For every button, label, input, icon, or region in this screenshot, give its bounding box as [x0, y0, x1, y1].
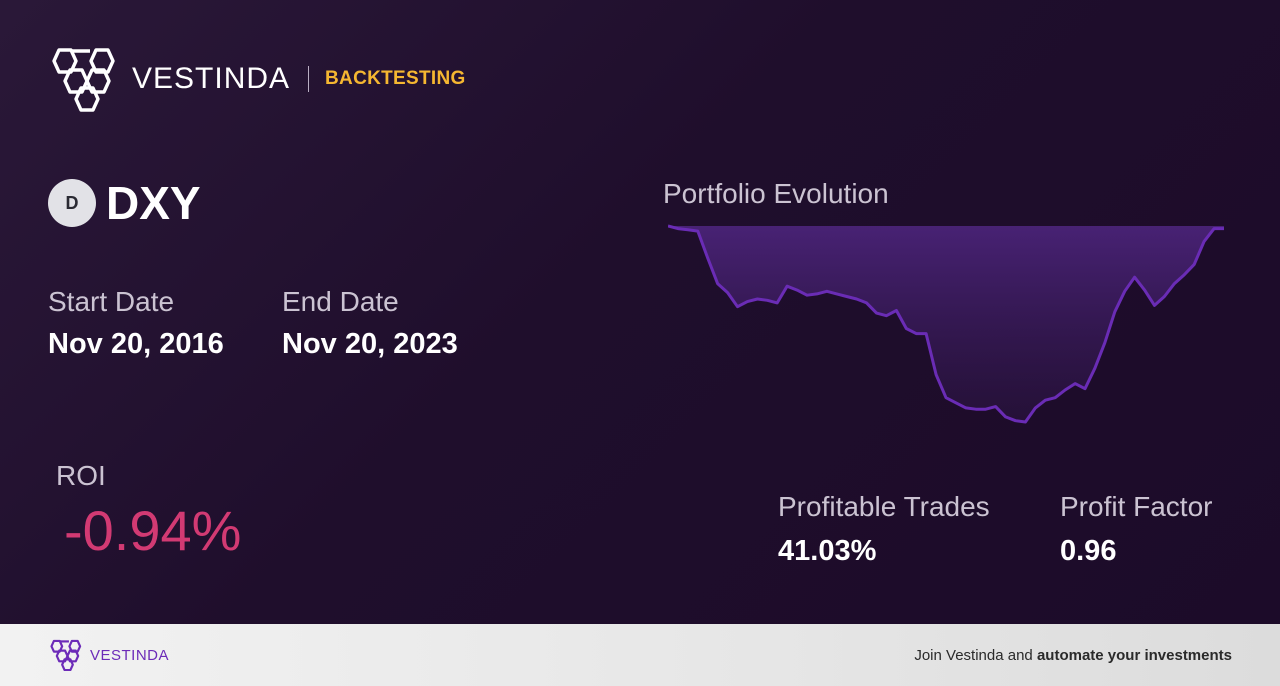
- chart-series-line: [668, 224, 1224, 424]
- portfolio-chart: [668, 224, 1224, 424]
- footer-brand-name: VESTINDA: [90, 646, 170, 664]
- ticker-badge: D: [48, 179, 96, 227]
- start-date-label: Start Date: [48, 286, 175, 317]
- profit-factor-value: 0.96: [1060, 535, 1117, 567]
- brand-tag: BACKTESTING: [325, 68, 466, 89]
- footer: VESTINDA Join Vestinda and automate your…: [0, 624, 1280, 686]
- chart-area-fill: [668, 226, 1224, 422]
- brand-name: VESTINDA: [132, 62, 291, 95]
- ticker-symbol: DXY: [106, 177, 201, 229]
- ticker: D DXY: [48, 176, 201, 230]
- profit-factor: Profit Factor 0.96: [1060, 491, 1212, 568]
- footer-cta-prefix: Join Vestinda and: [914, 646, 1037, 664]
- vestinda-logo-icon: [52, 48, 115, 112]
- brand-divider: [308, 66, 310, 92]
- brand-header: VESTINDA BACKTESTING: [48, 46, 466, 112]
- chart-title: Portfolio Evolution: [663, 178, 889, 209]
- footer-cta-bold: automate your investments: [1036, 646, 1232, 664]
- end-date-value: Nov 20, 2023: [282, 328, 458, 360]
- roi-label: ROI: [56, 460, 106, 491]
- start-date: Start Date Nov 20, 2016: [48, 286, 224, 361]
- profitable-trades-value: 41.03%: [778, 535, 877, 567]
- end-date-label: End Date: [282, 286, 399, 317]
- start-date-value: Nov 20, 2016: [48, 328, 224, 360]
- end-date: End Date Nov 20, 2023: [282, 286, 458, 361]
- roi-value: -0.94%: [64, 499, 242, 562]
- backtest-card: VESTINDA BACKTESTING D DXY Start Date No…: [0, 0, 1280, 624]
- footer-brand[interactable]: VESTINDA: [48, 639, 169, 671]
- profit-factor-label: Profit Factor: [1060, 491, 1213, 522]
- footer-cta[interactable]: Join Vestinda and automate your investme…: [914, 647, 1232, 664]
- roi: ROI -0.94%: [56, 460, 241, 563]
- profitable-trades-label: Profitable Trades: [778, 491, 990, 522]
- vestinda-logo-icon: [50, 639, 82, 671]
- profitable-trades: Profitable Trades 41.03%: [778, 491, 990, 568]
